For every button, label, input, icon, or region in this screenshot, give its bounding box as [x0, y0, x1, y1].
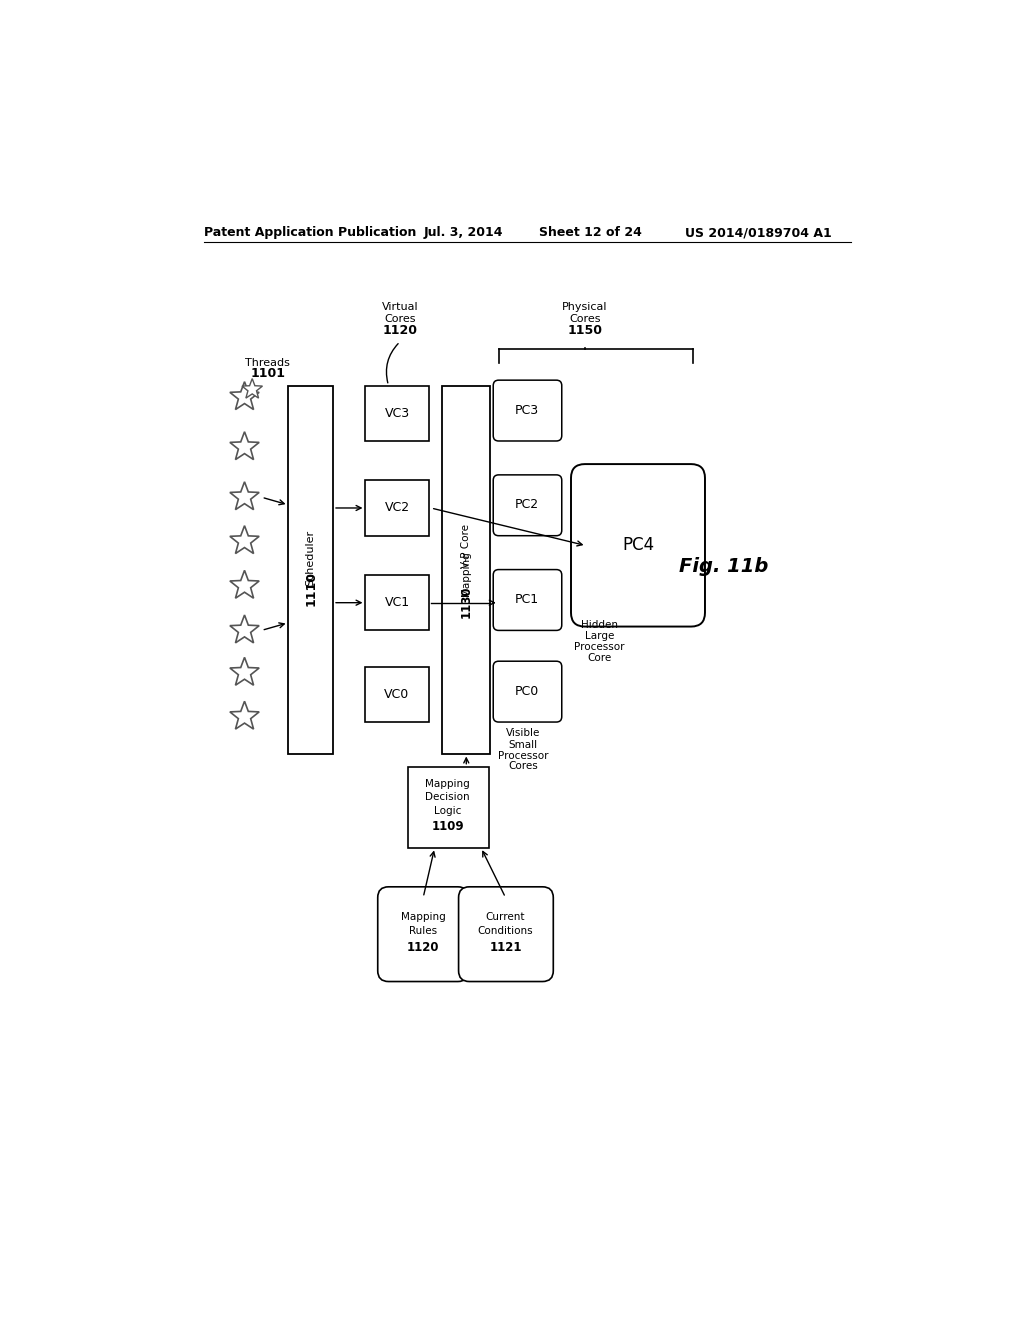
Text: Jul. 3, 2014: Jul. 3, 2014: [423, 226, 503, 239]
Text: US 2014/0189704 A1: US 2014/0189704 A1: [685, 226, 831, 239]
FancyBboxPatch shape: [494, 380, 562, 441]
Polygon shape: [229, 381, 259, 409]
FancyBboxPatch shape: [571, 465, 705, 627]
Text: VC0: VC0: [384, 688, 410, 701]
FancyBboxPatch shape: [494, 661, 562, 722]
Polygon shape: [229, 432, 259, 459]
Text: PC1: PC1: [515, 593, 540, 606]
Text: 1130: 1130: [460, 586, 473, 618]
Polygon shape: [229, 482, 259, 510]
Text: Rules: Rules: [410, 925, 437, 936]
Text: Logic: Logic: [434, 807, 462, 816]
Bar: [408, 767, 488, 847]
Bar: [366, 385, 429, 441]
Bar: [366, 480, 429, 536]
Text: Core: Core: [588, 653, 611, 663]
Text: 1109: 1109: [431, 820, 464, 833]
Text: VC2: VC2: [384, 502, 410, 515]
Text: Patent Application Publication: Patent Application Publication: [204, 226, 416, 239]
Text: Virtual: Virtual: [382, 302, 419, 313]
Text: Hidden: Hidden: [581, 620, 618, 631]
Text: Mapping: Mapping: [425, 779, 470, 788]
Polygon shape: [229, 657, 259, 685]
Text: VC3: VC3: [384, 407, 410, 420]
FancyBboxPatch shape: [494, 475, 562, 536]
Text: Processor: Processor: [498, 751, 549, 760]
Bar: [366, 667, 429, 722]
Bar: [289, 385, 333, 754]
Text: Cores: Cores: [508, 762, 539, 771]
Text: 1150: 1150: [567, 323, 602, 337]
FancyBboxPatch shape: [378, 887, 469, 982]
Text: Physical: Physical: [562, 302, 607, 313]
Text: PC3: PC3: [515, 404, 540, 417]
Text: 1110: 1110: [304, 572, 317, 606]
Text: Processor: Processor: [574, 642, 625, 652]
Polygon shape: [229, 525, 259, 553]
Text: Current: Current: [485, 912, 525, 921]
Text: Decision: Decision: [426, 792, 470, 803]
Bar: [366, 576, 429, 631]
Text: Cores: Cores: [569, 314, 601, 323]
Text: Conditions: Conditions: [478, 925, 534, 936]
Bar: [442, 385, 490, 754]
Text: 1101: 1101: [250, 367, 285, 380]
Text: 1121: 1121: [489, 941, 522, 954]
Text: PC4: PC4: [622, 536, 654, 554]
Text: 1120: 1120: [383, 323, 418, 337]
Text: Cores: Cores: [384, 314, 416, 323]
Text: Mapping: Mapping: [461, 550, 471, 595]
Polygon shape: [229, 701, 259, 729]
Text: Fig. 11b: Fig. 11b: [679, 557, 768, 576]
Text: Small: Small: [509, 739, 538, 750]
Text: VC1: VC1: [384, 597, 410, 610]
Text: PC2: PC2: [515, 499, 540, 511]
Text: Threads: Threads: [245, 358, 290, 368]
Text: Mapping: Mapping: [400, 912, 445, 921]
Text: 1120: 1120: [407, 941, 439, 954]
Text: Visible: Visible: [506, 729, 541, 738]
Text: Sheet 12 of 24: Sheet 12 of 24: [539, 226, 641, 239]
Text: Scheduler: Scheduler: [306, 529, 315, 586]
Text: V-P Core: V-P Core: [461, 524, 471, 569]
Text: PC0: PC0: [515, 685, 540, 698]
Text: Large: Large: [585, 631, 614, 642]
FancyBboxPatch shape: [459, 887, 553, 982]
FancyBboxPatch shape: [494, 570, 562, 631]
Polygon shape: [242, 379, 262, 399]
Polygon shape: [229, 570, 259, 598]
Polygon shape: [229, 615, 259, 643]
